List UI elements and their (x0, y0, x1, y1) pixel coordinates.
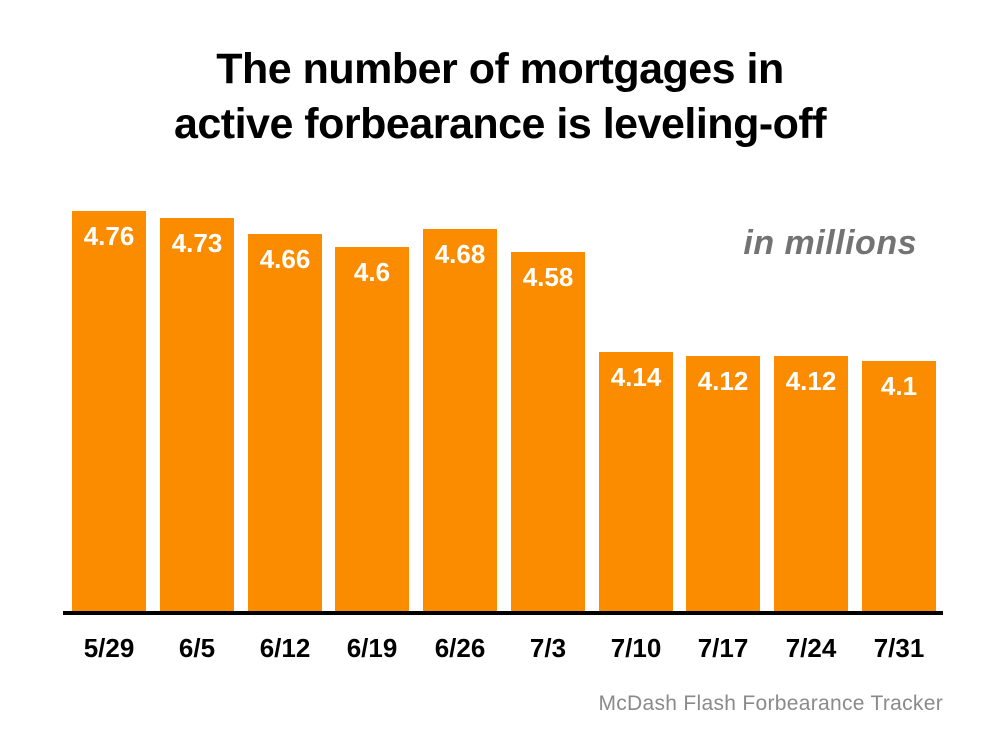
bar: 4.58 (511, 252, 585, 611)
bar-value-label: 4.6 (353, 257, 391, 287)
x-axis-label: 7/3 (529, 633, 567, 663)
bar: 4.73 (160, 218, 234, 611)
bar: 4.68 (423, 229, 497, 611)
bar-value-label: 4.1 (880, 371, 918, 401)
bar: 4.76 (72, 211, 146, 611)
x-axis-label: 7/31 (873, 633, 925, 663)
units-annotation: in millions (743, 224, 917, 262)
bar-value-label: 4.68 (434, 239, 486, 269)
chart-title-line-1: The number of mortgages in (216, 45, 784, 93)
source-credit: McDash Flash Forbearance Tracker (598, 692, 943, 715)
x-axis-label: 7/17 (697, 633, 749, 663)
bar: 4.1 (862, 361, 936, 611)
bar: 4.12 (686, 356, 760, 611)
bar-value-label: 4.76 (83, 221, 135, 251)
chart-title: The number of mortgages in active forbea… (0, 42, 1000, 152)
bar: 4.66 (248, 234, 322, 611)
bar-value-label: 4.14 (610, 362, 662, 392)
bar-value-label: 4.12 (697, 366, 749, 396)
x-axis-label: 7/24 (785, 633, 837, 663)
x-axis-label: 6/5 (178, 633, 216, 663)
x-axis-label: 6/19 (346, 633, 398, 663)
bar: 4.14 (599, 352, 673, 611)
x-axis-label: 7/10 (610, 633, 662, 663)
bar: 4.6 (335, 247, 409, 611)
x-axis-label: 6/26 (434, 633, 486, 663)
bar-value-label: 4.12 (785, 366, 837, 396)
x-axis-label: 6/12 (259, 633, 311, 663)
bar-value-label: 4.66 (259, 244, 311, 274)
bar-value-label: 4.58 (522, 262, 574, 292)
bar-value-label: 4.73 (171, 228, 223, 258)
bar: 4.12 (774, 356, 848, 611)
x-axis-line (63, 611, 943, 615)
chart-title-line-2: active forbearance is leveling-off (173, 100, 827, 148)
x-axis-label: 5/29 (83, 633, 135, 663)
